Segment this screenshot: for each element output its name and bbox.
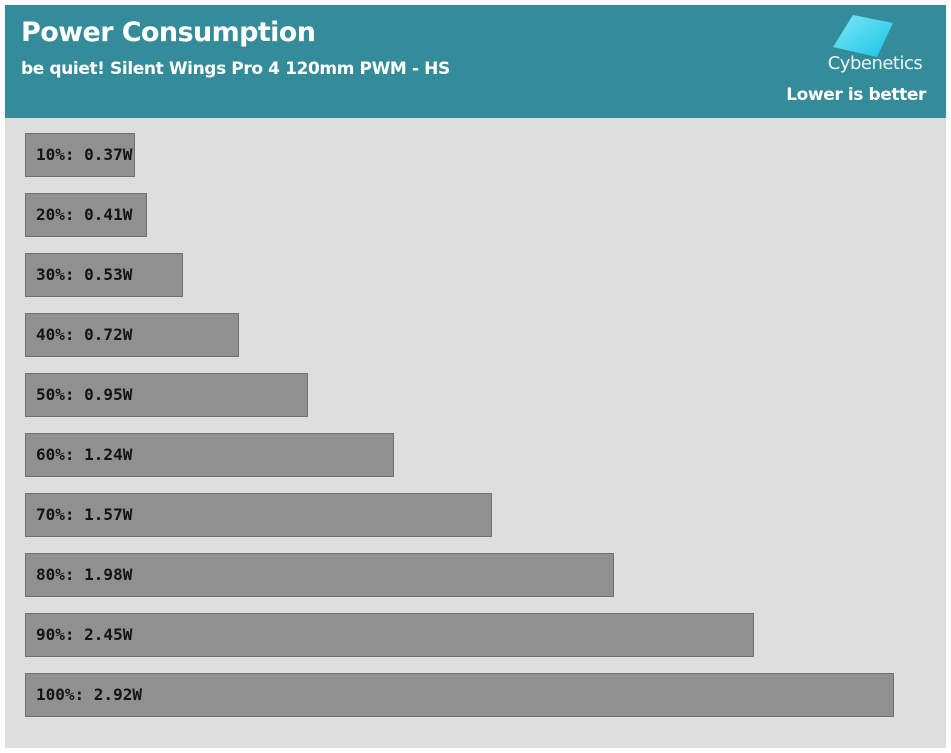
logo-diamond-icon — [833, 15, 893, 57]
bar-label: 80%: 1.98W — [36, 565, 133, 584]
chart-title: Power Consumption — [21, 17, 316, 48]
bar-label: 50%: 0.95W — [36, 385, 133, 404]
bar-40pct — [25, 313, 239, 357]
bar-label: 90%: 2.45W — [36, 625, 133, 644]
bar-90pct — [25, 613, 754, 657]
bar-label: 100%: 2.92W — [36, 685, 142, 704]
bar-label: 30%: 0.53W — [36, 265, 133, 284]
bar-50pct — [25, 373, 308, 417]
bar-30pct — [25, 253, 183, 297]
bar-label: 40%: 0.72W — [36, 325, 133, 344]
bar-label: 70%: 1.57W — [36, 505, 133, 524]
bar-label: 60%: 1.24W — [36, 445, 133, 464]
bar-20pct — [25, 193, 147, 237]
bar-100pct — [25, 673, 894, 717]
bar-plot-area: 10%: 0.37W 20%: 0.41W 30%: 0.53W 40%: 0.72W… — [25, 133, 925, 723]
bar-60pct — [25, 433, 394, 477]
bar-80pct — [25, 553, 614, 597]
bar-70pct — [25, 493, 492, 537]
logo-text: Cybenetics — [827, 53, 923, 74]
bar-label: 20%: 0.41W — [36, 205, 133, 224]
lower-is-better-note: Lower is better — [786, 85, 926, 105]
chart-subtitle: be quiet! Silent Wings Pro 4 120mm PWM -… — [21, 59, 450, 79]
bar-label: 10%: 0.37W — [36, 145, 133, 164]
chart-frame: Power Consumption be quiet! Silent Wings… — [5, 5, 946, 748]
chart-header: Power Consumption be quiet! Silent Wings… — [5, 5, 946, 118]
bar-10pct — [25, 133, 135, 177]
cybenetics-logo: Cybenetics — [823, 13, 927, 85]
